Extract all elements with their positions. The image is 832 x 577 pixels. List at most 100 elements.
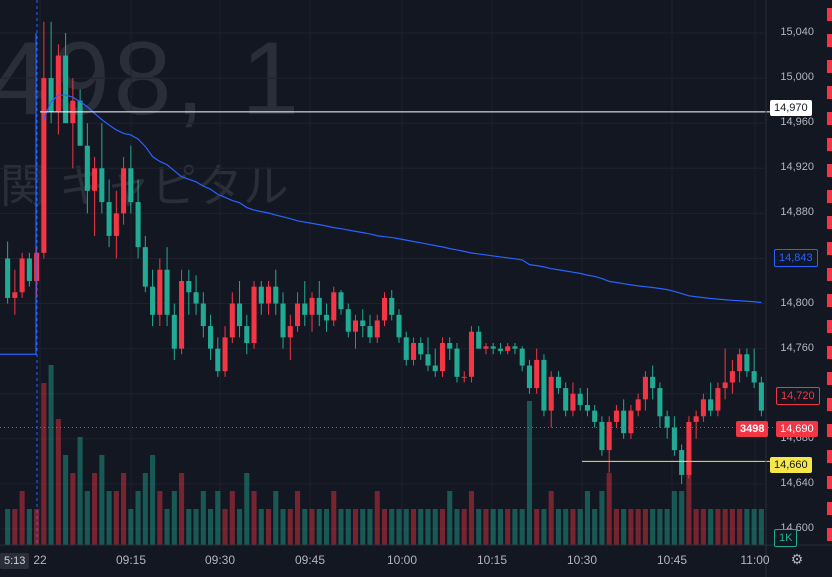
volume-bar <box>621 509 627 545</box>
scroll-marker <box>827 190 832 203</box>
candle-body <box>352 320 359 332</box>
volume-bar <box>280 509 286 545</box>
volume-bar <box>555 509 561 545</box>
candle-body <box>251 286 257 343</box>
line-label-14970[interactable]: 14,970 <box>770 100 812 116</box>
volume-bar <box>258 509 264 545</box>
volume-bar <box>563 509 569 545</box>
volume-bar <box>266 509 272 545</box>
candle-body <box>367 326 373 338</box>
volume-bar <box>526 401 532 545</box>
scroll-marker <box>827 346 832 359</box>
candle-body <box>157 269 163 315</box>
candle-body <box>374 320 380 338</box>
volume-bar <box>461 509 467 545</box>
volume-bar <box>599 491 605 545</box>
volume-bar <box>70 473 76 545</box>
volume-bar <box>12 509 18 545</box>
volume-bar <box>135 491 141 545</box>
candle-body <box>729 371 735 383</box>
candle-body <box>744 354 750 372</box>
volume-bar <box>171 491 177 545</box>
candle-body <box>505 346 511 351</box>
line-label-14660[interactable]: 14,660 <box>770 457 812 473</box>
candle-body <box>135 202 141 248</box>
candle-body <box>338 292 344 310</box>
volume-bar <box>5 509 11 545</box>
volume-bar <box>244 473 250 545</box>
volume-bar <box>150 455 156 545</box>
volume-bar <box>758 509 764 545</box>
candle-body <box>693 416 699 422</box>
scroll-marker <box>827 424 832 437</box>
scrollbar[interactable] <box>826 0 832 545</box>
volume-bar <box>570 509 576 545</box>
candle-body <box>48 78 54 112</box>
candle-body <box>302 303 308 315</box>
candle-body <box>222 337 228 372</box>
candle-body <box>606 421 612 451</box>
volume-bar <box>309 509 315 545</box>
candle-body <box>592 410 598 422</box>
candle-body <box>447 343 453 349</box>
volume-bar <box>55 419 61 545</box>
candle-body <box>570 393 576 411</box>
candle-body <box>208 326 214 349</box>
time-tick-label: 09:45 <box>294 553 326 567</box>
time-tick-label: 09:30 <box>204 553 236 567</box>
candle-body <box>244 326 250 343</box>
volume-bar <box>200 491 206 545</box>
candle-body <box>287 326 293 338</box>
vwap-label: 14,843 <box>774 249 818 267</box>
alert-label[interactable]: 14,720 <box>776 387 820 405</box>
candle-body <box>468 331 475 377</box>
volume-bar <box>331 491 337 545</box>
candle-body <box>280 303 286 338</box>
candle-body <box>128 168 134 203</box>
candle-body <box>526 365 532 389</box>
candle-body <box>483 346 489 349</box>
volume-bar <box>432 509 438 545</box>
volume-bar <box>374 491 380 545</box>
price-tick-label: 14,640 <box>780 476 814 489</box>
candle-body <box>77 100 83 146</box>
candle-body <box>266 286 272 304</box>
candle-body <box>84 145 90 191</box>
candle-body <box>34 252 40 281</box>
candle-body <box>273 286 279 304</box>
volume-bar <box>584 491 590 545</box>
candle-body <box>389 297 395 315</box>
candle-body <box>758 382 764 411</box>
candle-body <box>142 247 148 287</box>
candle-body <box>171 314 177 349</box>
volume-bar <box>577 509 583 545</box>
volume-bar <box>302 509 308 545</box>
price-tick-label: 15,000 <box>780 71 814 84</box>
volume-bar <box>418 509 424 545</box>
volume-bar <box>722 509 728 545</box>
volume-bar <box>534 509 540 545</box>
volume-bar <box>113 491 119 545</box>
volume-bar <box>106 491 112 545</box>
time-tick-label: 11:00 <box>740 553 770 567</box>
candle-body <box>410 343 417 360</box>
scroll-marker <box>827 112 832 125</box>
candle-body <box>737 354 743 372</box>
volume-bar <box>19 491 25 545</box>
volume-bar <box>41 383 47 545</box>
candle-body <box>708 399 714 411</box>
volume-bar <box>287 509 293 545</box>
candle-body <box>258 286 264 304</box>
candle-body <box>642 376 648 400</box>
candle-body <box>599 421 605 451</box>
volume-bar <box>403 509 409 545</box>
candle-body <box>193 292 199 304</box>
candle-body <box>519 348 525 366</box>
candle-body <box>150 286 156 315</box>
scroll-marker <box>827 294 832 307</box>
volume-bar <box>26 509 32 545</box>
volume-bar <box>77 437 83 545</box>
settings-icon[interactable]: ⚙ <box>790 551 804 567</box>
candle-body <box>664 416 670 428</box>
